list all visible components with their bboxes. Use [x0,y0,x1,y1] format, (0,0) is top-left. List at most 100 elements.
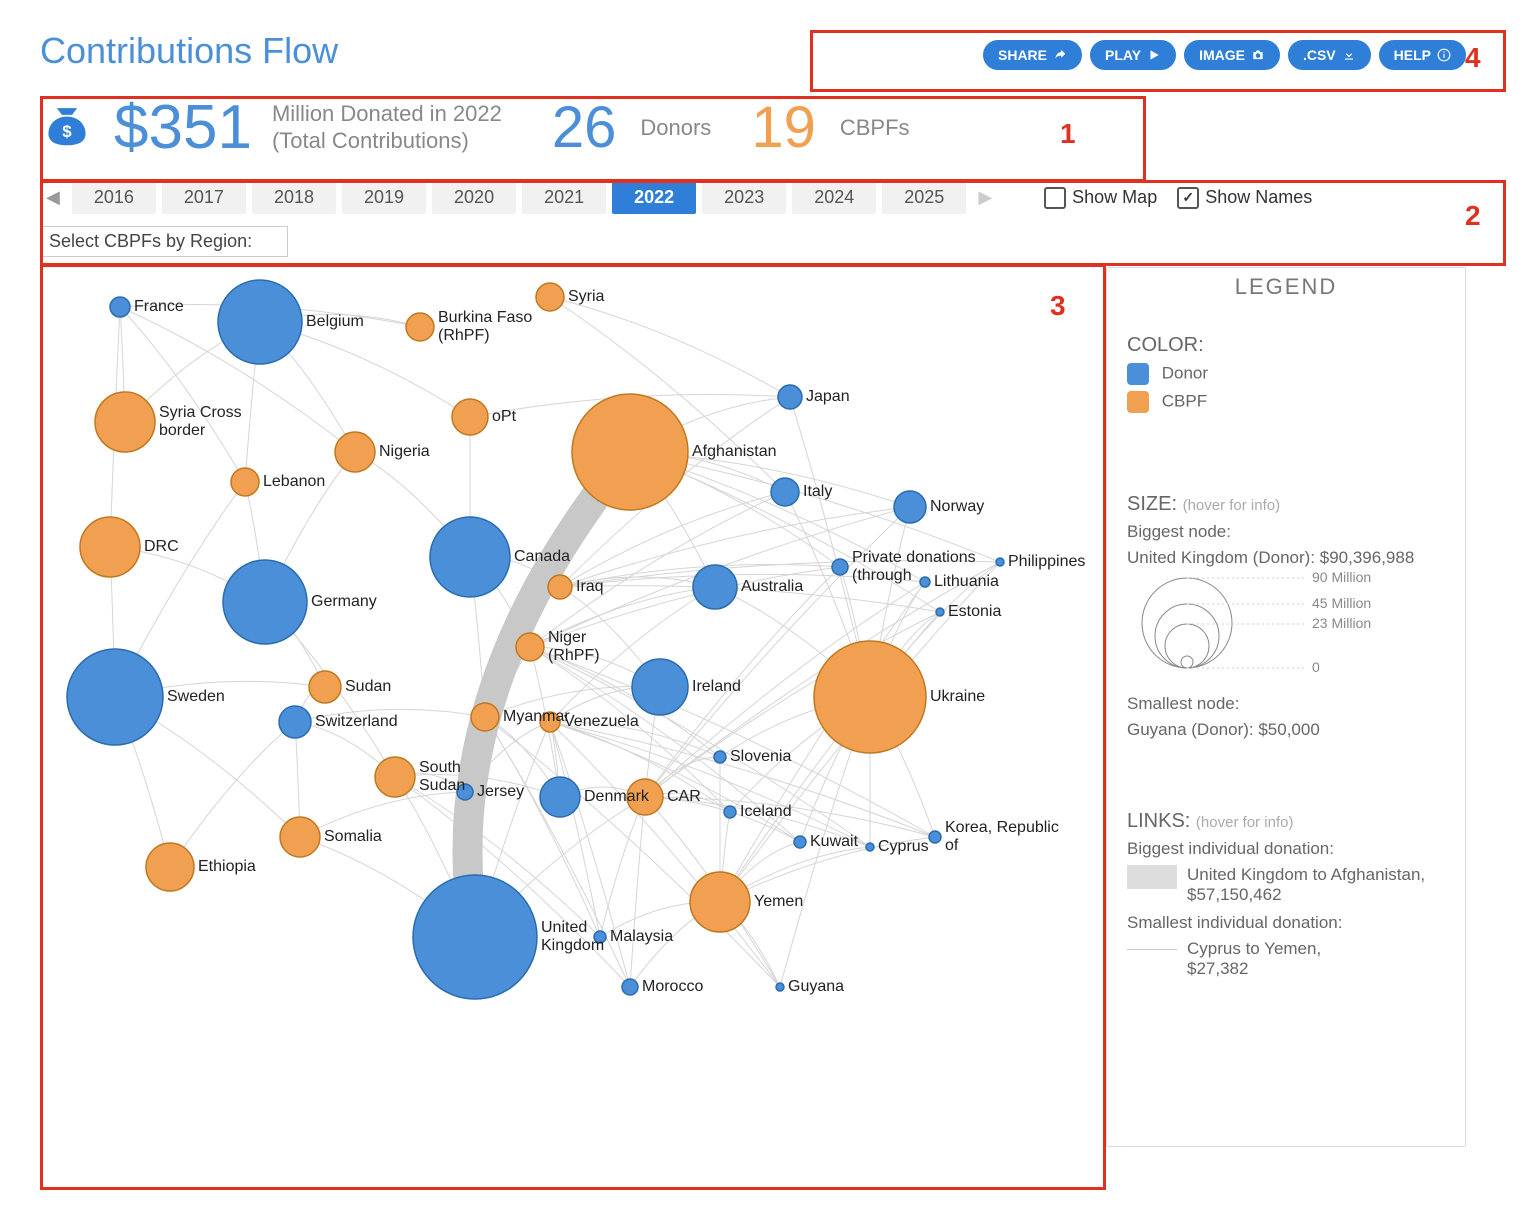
node-united-kingdom[interactable] [413,875,537,999]
node-estonia[interactable] [936,608,944,616]
legend-panel: LEGEND COLOR: Donor CBPF SIZE: (hover fo… [1106,267,1466,1147]
node-nigeria[interactable] [335,432,375,472]
network-chart[interactable]: FranceBelgiumBurkina Faso (RhPF)SyriaSyr… [40,267,1090,1147]
help-button[interactable]: HELP [1379,40,1466,70]
legend-title: LEGEND [1127,268,1445,314]
show-names-checkbox[interactable]: ✓ [1177,187,1199,209]
node-norway[interactable] [894,491,926,523]
node-japan[interactable] [778,385,802,409]
node-germany[interactable] [223,560,307,644]
show-map-checkbox[interactable] [1044,187,1066,209]
year-2023[interactable]: 2023 [702,181,786,214]
camera-icon [1251,48,1265,62]
year-2019[interactable]: 2019 [342,181,426,214]
legend-donor-row: Donor [1127,363,1445,385]
node-lithuania[interactable] [920,577,930,587]
node-burkina-faso-rhpf-[interactable] [406,313,434,341]
node-canada[interactable] [430,517,510,597]
node-switzerland[interactable] [279,706,311,738]
legend-donor-label: Donor [1162,363,1208,382]
node-iceland[interactable] [724,806,736,818]
cbpfs-label: CBPFs [840,115,910,141]
node-south-sudan[interactable] [375,757,415,797]
smallest-node-label: Smallest node: [1127,694,1445,714]
year-2024[interactable]: 2024 [792,181,876,214]
node-morocco[interactable] [622,979,638,995]
smallest-link-line2: $27,382 [1187,959,1248,978]
show-map-toggle[interactable]: Show Map [1044,187,1157,209]
legend-size-text: SIZE: [1127,493,1177,515]
info-icon [1437,48,1451,62]
years-row: ◀ 20162017201820192020202120222023202420… [40,181,1486,214]
summary-row: $ $351 Million Donated in 2022 (Total Co… [40,92,1486,163]
node-car[interactable] [627,779,663,815]
year-prev-button[interactable]: ◀ [40,187,66,208]
node-kuwait[interactable] [794,836,806,848]
smallest-link-row: Cyprus to Yemen, $27,382 [1127,939,1445,979]
year-2016[interactable]: 2016 [72,181,156,214]
node-malaysia[interactable] [594,931,606,943]
show-names-toggle[interactable]: ✓ Show Names [1177,187,1312,209]
node-afghanistan[interactable] [572,394,688,510]
node-syria-cross-border[interactable] [95,392,155,452]
year-next-button[interactable]: ▶ [972,187,998,208]
legend-links-hint: (hover for info) [1196,814,1294,831]
biggest-link-row: United Kingdom to Afghanistan, $57,150,4… [1127,865,1445,905]
smallest-link-value: Cyprus to Yemen, $27,382 [1187,939,1321,979]
node-yemen[interactable] [690,872,750,932]
amount-description: Million Donated in 2022 (Total Contribut… [272,101,502,154]
region-select[interactable]: Select CBPFs by Region: [40,226,288,257]
node-syria[interactable] [536,283,564,311]
node-ireland[interactable] [632,659,688,715]
donor-swatch [1127,363,1149,385]
biggest-node-label: Biggest node: [1127,522,1445,542]
node-drc[interactable] [80,517,140,577]
year-2020[interactable]: 2020 [432,181,516,214]
year-2018[interactable]: 2018 [252,181,336,214]
node-ukraine[interactable] [814,641,926,753]
node-philippines[interactable] [996,558,1004,566]
node-sweden[interactable] [67,649,163,745]
node-somalia[interactable] [280,817,320,857]
node-korea-republic-of[interactable] [929,831,941,843]
svg-text:90 Million: 90 Million [1312,569,1371,585]
annotation-label-4: 4 [1465,42,1481,74]
svg-text:23 Million: 23 Million [1312,615,1371,631]
node-cyprus[interactable] [866,843,874,851]
node-lebanon[interactable] [231,468,259,496]
year-2017[interactable]: 2017 [162,181,246,214]
csv-button[interactable]: .CSV [1288,40,1371,70]
play-icon [1147,48,1161,62]
node-opt[interactable] [452,399,488,435]
year-2025[interactable]: 2025 [882,181,966,214]
year-2022[interactable]: 2022 [612,181,696,214]
node-denmark[interactable] [540,777,580,817]
node-australia[interactable] [693,565,737,609]
play-label: PLAY [1105,47,1141,63]
share-button[interactable]: SHARE [983,40,1082,70]
node-iraq[interactable] [548,575,572,599]
share-label: SHARE [998,47,1047,63]
biggest-link-value: United Kingdom to Afghanistan, $57,150,4… [1187,865,1425,905]
amount-desc-line1: Million Donated in 2022 [272,101,502,126]
node-italy[interactable] [771,478,799,506]
legend-cbpf-row: CBPF [1127,391,1445,413]
csv-label: .CSV [1303,47,1336,63]
node-guyana[interactable] [776,983,784,991]
node-jersey[interactable] [457,784,473,800]
node-myanmar[interactable] [471,703,499,731]
year-2021[interactable]: 2021 [522,181,606,214]
node-niger-rhpf-[interactable] [516,633,544,661]
node-ethiopia[interactable] [146,843,194,891]
node-belgium[interactable] [218,280,302,364]
node-private-donations-through[interactable] [832,559,848,575]
legend-size-label: SIZE: (hover for info) [1127,493,1445,516]
node-sudan[interactable] [309,671,341,703]
node-venezuela[interactable] [540,712,560,732]
biggest-link-line2: $57,150,462 [1187,885,1282,904]
annotation-label-1: 1 [1060,118,1076,150]
play-button[interactable]: PLAY [1090,40,1176,70]
image-button[interactable]: IMAGE [1184,40,1280,70]
node-slovenia[interactable] [714,751,726,763]
node-france[interactable] [110,297,130,317]
